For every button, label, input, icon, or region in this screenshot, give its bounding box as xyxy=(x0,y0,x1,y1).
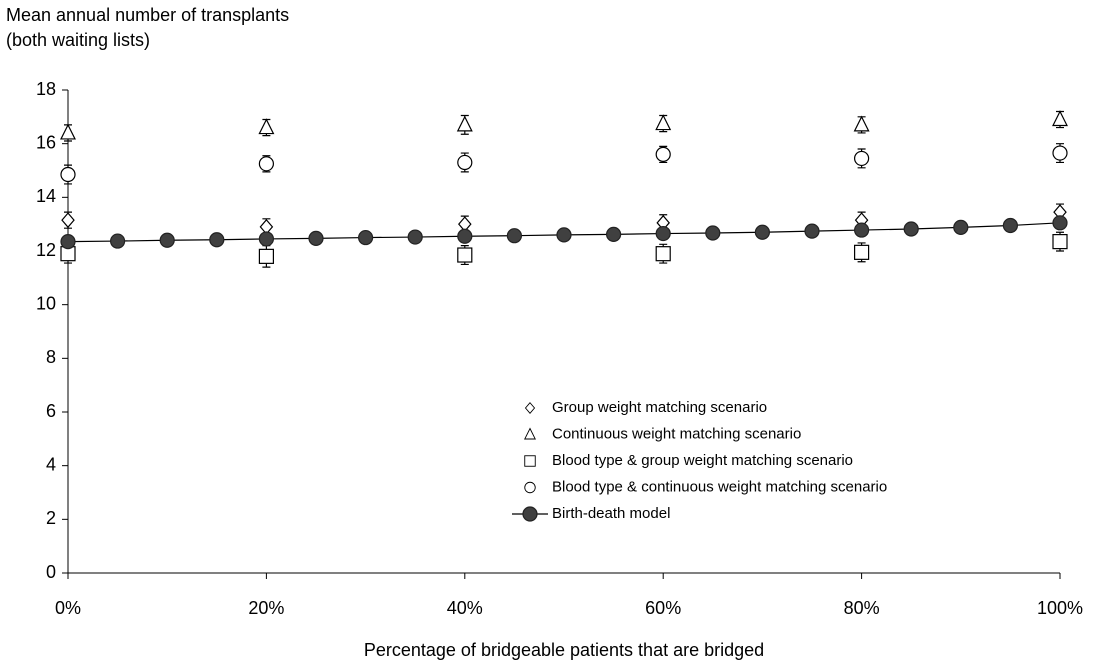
y-axis-label: Mean annual number of transplants xyxy=(6,5,289,25)
point xyxy=(1052,145,1068,161)
legend-label: Birth-death model xyxy=(552,505,670,522)
point xyxy=(60,234,76,250)
y-tick-label: 2 xyxy=(46,508,56,528)
point xyxy=(258,231,274,247)
legend-marker xyxy=(524,402,536,414)
point xyxy=(258,156,274,172)
point xyxy=(853,150,870,167)
point xyxy=(853,244,870,260)
point xyxy=(456,115,473,132)
point xyxy=(109,233,126,249)
point xyxy=(60,166,76,183)
y-tick-label: 8 xyxy=(46,347,56,367)
point xyxy=(60,123,76,140)
y-tick-label: 4 xyxy=(46,454,56,474)
point xyxy=(853,222,870,238)
point xyxy=(556,227,572,243)
y-tick-label: 0 xyxy=(46,562,56,582)
point xyxy=(61,212,75,229)
y-tick-label: 6 xyxy=(46,401,56,421)
y-tick-label: 18 xyxy=(36,79,56,99)
x-tick-label: 20% xyxy=(248,598,284,618)
y-tick-label: 10 xyxy=(36,293,56,313)
y-tick-label: 12 xyxy=(36,240,56,260)
x-tick-label: 60% xyxy=(645,598,681,618)
point xyxy=(457,154,473,171)
y-axis-label: (both waiting lists) xyxy=(6,30,150,50)
point xyxy=(605,226,622,242)
point xyxy=(655,246,671,262)
x-tick-label: 0% xyxy=(55,598,81,618)
legend-label: Blood type & continuous weight matching … xyxy=(552,478,887,495)
y-tick-label: 16 xyxy=(36,132,56,152)
x-tick-label: 80% xyxy=(844,598,880,618)
legend-label: Continuous weight matching scenario xyxy=(552,425,801,442)
point xyxy=(358,229,374,246)
point xyxy=(258,118,275,135)
point xyxy=(705,225,721,241)
point xyxy=(407,229,423,245)
legend-marker xyxy=(524,481,536,494)
point xyxy=(655,114,672,131)
point xyxy=(903,221,919,237)
point xyxy=(1002,217,1019,234)
point xyxy=(804,223,820,239)
point xyxy=(1052,234,1068,250)
point xyxy=(308,230,324,246)
point xyxy=(258,248,274,264)
legend-label: Blood type & group weight matching scena… xyxy=(552,452,853,469)
point xyxy=(506,228,523,244)
legend-marker xyxy=(524,427,536,440)
point xyxy=(209,232,225,248)
x-axis-label: Percentage of bridgeable patients that a… xyxy=(364,640,764,660)
point xyxy=(1052,110,1068,127)
point xyxy=(853,115,870,132)
point xyxy=(754,224,771,240)
legend-marker xyxy=(522,506,538,522)
x-tick-label: 100% xyxy=(1037,598,1083,618)
legend-marker xyxy=(524,455,536,467)
point xyxy=(953,219,969,235)
legend-label: Group weight matching scenario xyxy=(552,399,767,416)
point xyxy=(1052,215,1068,231)
x-tick-label: 40% xyxy=(447,598,483,618)
point xyxy=(457,247,473,263)
point xyxy=(655,225,671,242)
point xyxy=(457,228,473,244)
point xyxy=(655,146,671,162)
point xyxy=(159,232,175,248)
y-tick-label: 14 xyxy=(36,186,56,206)
